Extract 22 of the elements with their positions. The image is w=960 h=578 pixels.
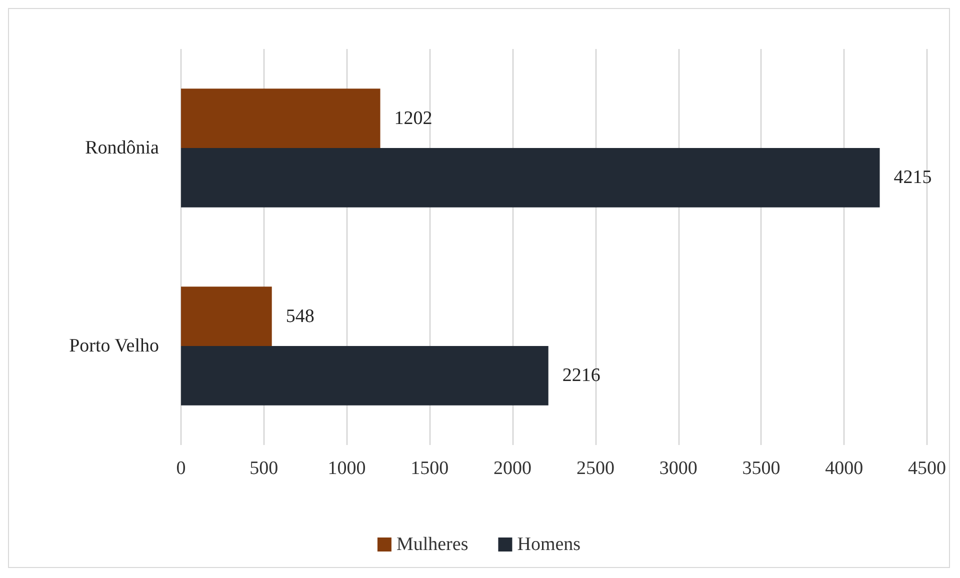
x-tick-label: 4000 xyxy=(825,458,864,479)
x-tick-label: 2500 xyxy=(576,458,614,479)
legend-label: Homens xyxy=(517,534,581,555)
bar xyxy=(181,148,880,208)
bar xyxy=(181,286,272,346)
x-tick-label: 1000 xyxy=(328,458,366,479)
x-tick-label: 3000 xyxy=(659,458,698,479)
x-tick-label: 1500 xyxy=(410,458,449,479)
data-label: 4215 xyxy=(894,167,932,188)
data-label: 548 xyxy=(286,306,314,327)
x-tick-label: 4500 xyxy=(908,458,946,479)
y-tick-label: Porto Velho xyxy=(69,336,159,356)
bar xyxy=(181,88,380,148)
x-tick-label: 3500 xyxy=(742,458,780,479)
x-tick-label: 2000 xyxy=(494,458,532,479)
data-label: 2216 xyxy=(562,365,600,386)
x-tick-label: 0 xyxy=(176,458,186,479)
bar xyxy=(181,346,548,406)
x-tick-label: 500 xyxy=(250,458,278,479)
legend-label: Mulheres xyxy=(396,534,468,555)
y-tick-label: Rondônia xyxy=(85,138,160,158)
data-label: 1202 xyxy=(394,108,432,129)
